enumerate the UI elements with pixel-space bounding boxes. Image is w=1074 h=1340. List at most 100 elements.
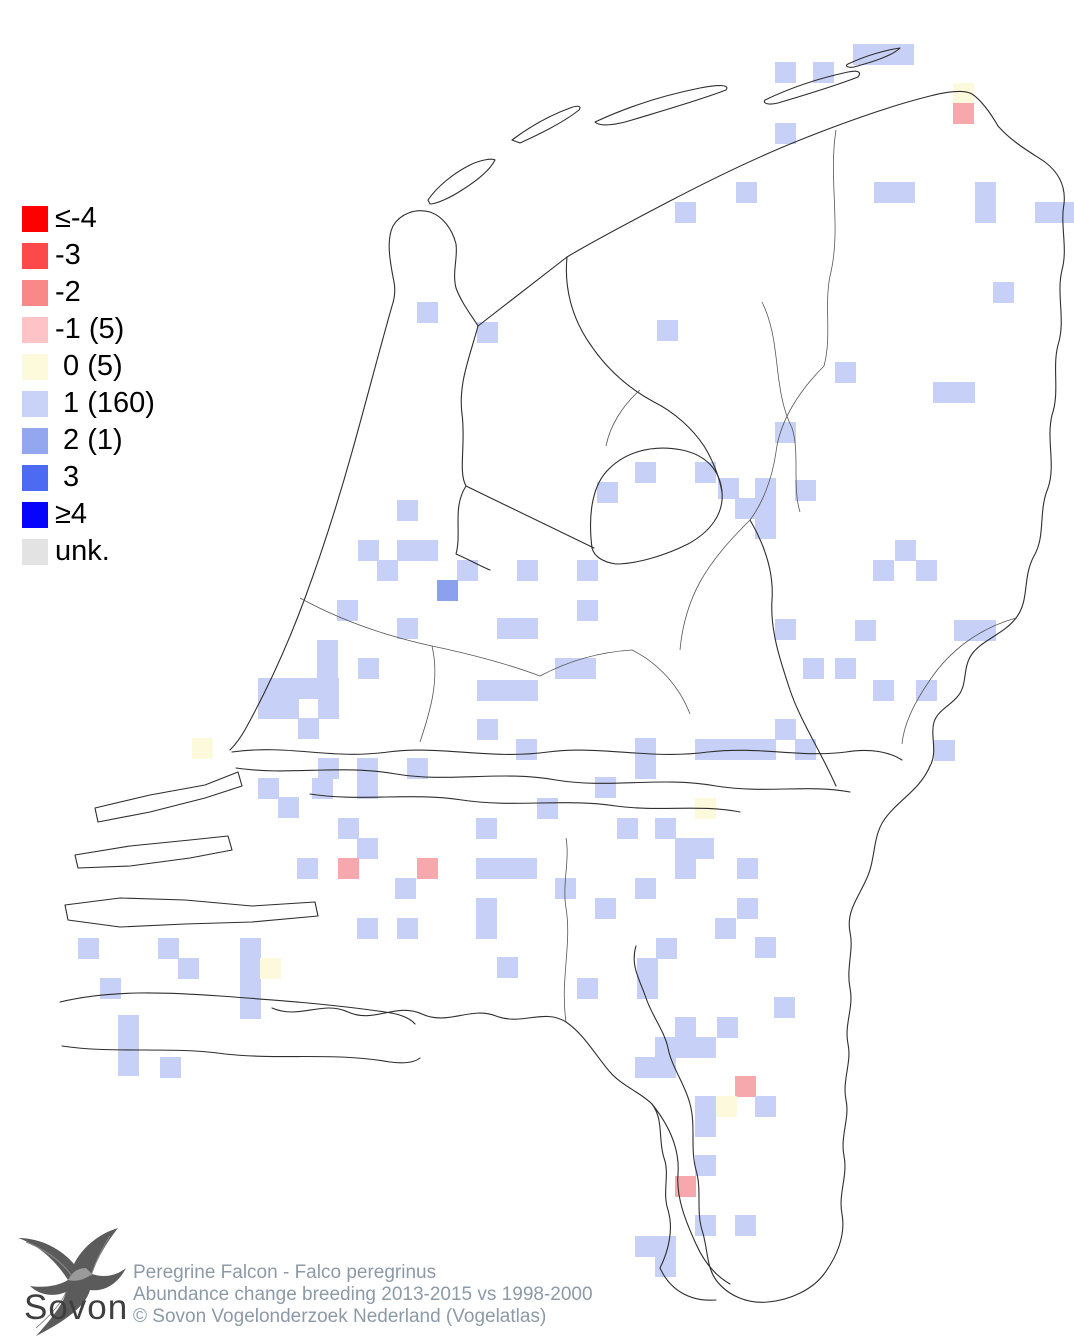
legend-label: -3 <box>55 239 81 271</box>
map-cell <box>755 1096 776 1117</box>
map-cell <box>873 560 894 581</box>
map-cell <box>278 678 299 699</box>
map-cell <box>934 740 955 761</box>
map-cell <box>873 680 894 701</box>
caption-measure: Abundance change breeding 2013-2015 vs 1… <box>133 1284 593 1305</box>
legend-item: ≤-4 <box>22 200 155 237</box>
map-cell <box>993 282 1014 303</box>
map-cell <box>735 1215 756 1236</box>
map-cell <box>240 938 261 959</box>
map-cell <box>775 619 796 640</box>
legend-swatch <box>22 353 48 380</box>
map-cell <box>240 998 261 1019</box>
map-cell <box>635 758 656 779</box>
map-cell <box>476 898 497 919</box>
map-cell <box>338 858 359 879</box>
map-cell <box>975 182 996 203</box>
legend-item: 3 <box>22 459 155 496</box>
legend-swatch <box>22 390 48 417</box>
map-cell <box>675 1017 696 1038</box>
map-cell <box>695 1155 716 1176</box>
map-cell <box>358 658 379 679</box>
legend-item: -2 <box>22 274 155 311</box>
map-cell <box>813 62 834 83</box>
map-cell <box>476 858 497 879</box>
map-cell <box>278 797 299 818</box>
sovon-logo-text: Sovon <box>24 1288 129 1327</box>
map-cell <box>192 738 213 759</box>
map-cell <box>516 739 537 760</box>
map-cell <box>655 1057 676 1078</box>
map-cell <box>318 678 339 699</box>
map-cell <box>975 202 996 223</box>
map-cell <box>675 858 696 879</box>
map-cell <box>835 658 856 679</box>
map-cell <box>297 858 318 879</box>
map-cell <box>655 1236 676 1257</box>
legend-item: ≥4 <box>22 496 155 533</box>
map-cell <box>635 1057 656 1078</box>
map-cell <box>855 620 876 641</box>
map-cell <box>497 680 518 701</box>
legend-label: 0 (5) <box>55 350 123 382</box>
legend-label: -2 <box>55 276 81 308</box>
map-cell <box>517 560 538 581</box>
map-cell <box>774 997 795 1018</box>
map-cell <box>675 1176 696 1197</box>
legend-swatch <box>22 501 48 528</box>
legend-swatch <box>22 316 48 343</box>
map-cell <box>517 618 538 639</box>
legend: ≤-4 -3 -2 -1 (5) 0 (5) 1 (160) 2 (1) 3 ≥4 unk… <box>22 200 155 570</box>
map-cell <box>835 362 856 383</box>
map-cell <box>258 698 279 719</box>
map-cell <box>695 1037 716 1058</box>
map-cell <box>655 1256 676 1277</box>
map-cell <box>755 498 776 519</box>
map-cell <box>735 739 756 760</box>
map-cell <box>737 898 758 919</box>
map-cell <box>954 620 975 641</box>
map-cell <box>118 1055 139 1076</box>
map-cell <box>357 778 378 799</box>
map-cell <box>317 640 338 661</box>
map-cell <box>775 123 796 144</box>
map-cell <box>377 560 398 581</box>
map-cell <box>476 918 497 939</box>
map-cell <box>954 382 975 403</box>
map-cell <box>657 320 678 341</box>
map-cell <box>258 678 279 699</box>
legend-item: 2 (1) <box>22 422 155 459</box>
map-cell <box>617 818 638 839</box>
map-cell <box>635 878 656 899</box>
map-cell <box>497 618 518 639</box>
map-cell <box>718 478 739 499</box>
map-cell <box>695 739 716 760</box>
map-cell <box>357 918 378 939</box>
legend-label: -1 (5) <box>55 313 125 345</box>
legend-swatch <box>22 205 48 232</box>
caption-block: Peregrine Falcon - Falco peregrinus Abun… <box>133 1262 593 1328</box>
sovon-logo <box>18 1228 126 1336</box>
map-cell <box>595 898 616 919</box>
map-cell <box>577 978 598 999</box>
legend-item: 0 (5) <box>22 348 155 385</box>
map-cell <box>417 858 438 879</box>
map-cell <box>655 1037 676 1058</box>
map-cell <box>407 758 428 779</box>
map-cell <box>417 302 438 323</box>
map-cell <box>695 462 716 483</box>
map-cell <box>635 462 656 483</box>
caption-species: Peregrine Falcon - Falco peregrinus <box>133 1262 437 1283</box>
map-cell <box>755 937 776 958</box>
legend-label: 3 <box>55 461 80 493</box>
map-cell <box>953 103 974 124</box>
legend-swatch <box>22 464 48 491</box>
map-cell <box>737 858 758 879</box>
map-cell <box>953 83 974 104</box>
map-cell <box>160 1057 181 1078</box>
map-cell <box>516 858 537 879</box>
map-cell <box>577 600 598 621</box>
map-cell <box>695 1215 716 1236</box>
map-cell <box>555 658 576 679</box>
map-cell <box>695 1116 716 1137</box>
